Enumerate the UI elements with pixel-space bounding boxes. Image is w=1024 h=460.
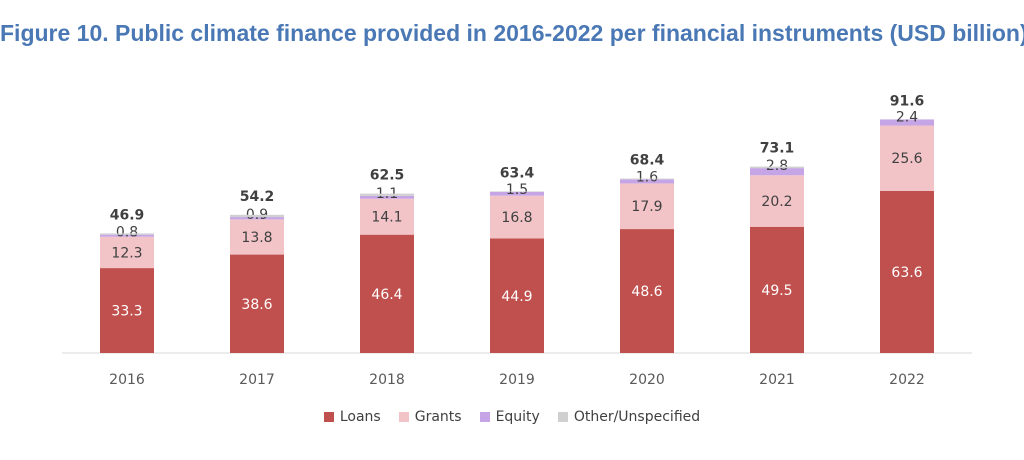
- bar-loans-2018[interactable]: [360, 234, 414, 353]
- total-label-2016: 46.9: [110, 207, 145, 223]
- data-label-equity-2016: 0.8: [116, 225, 138, 241]
- x-tick-label-2017: 2017: [239, 372, 275, 388]
- bar-equity-2018[interactable]: [360, 195, 414, 199]
- bar-grants-2016[interactable]: [100, 236, 154, 269]
- x-tick-label-2019: 2019: [499, 372, 535, 388]
- bar-loans-2022[interactable]: [880, 190, 934, 353]
- data-label-loans-2022: 63.6: [891, 265, 922, 281]
- chart-legend: Loans Grants Equity Other/Unspecified: [0, 409, 1024, 425]
- data-label-grants-2020: 17.9: [631, 199, 662, 215]
- bar-loans-2016[interactable]: [100, 268, 154, 353]
- bar-equity-2020[interactable]: [620, 179, 674, 184]
- bar-grants-2017[interactable]: [230, 219, 284, 255]
- data-label-loans-2016: 33.3: [111, 304, 142, 320]
- legend-label-loans: Loans: [339, 409, 381, 425]
- data-label-loans-2017: 38.6: [241, 297, 272, 313]
- total-label-2022: 91.6: [890, 93, 925, 109]
- bar-grants-2022[interactable]: [880, 125, 934, 191]
- data-label-equity-2022: 2.4: [896, 109, 918, 125]
- data-label-grants-2022: 25.6: [891, 151, 922, 167]
- legend-swatch-equity: [479, 412, 490, 422]
- bar-loans-2020[interactable]: [620, 229, 674, 353]
- data-label-grants-2017: 13.8: [241, 230, 272, 246]
- bar-other-2018[interactable]: [360, 193, 414, 196]
- data-label-loans-2021: 49.5: [761, 283, 792, 299]
- bar-grants-2018[interactable]: [360, 198, 414, 235]
- bar-other-2020[interactable]: [620, 178, 674, 180]
- x-tick-label-2022: 2022: [889, 372, 925, 388]
- data-label-grants-2016: 12.3: [111, 245, 142, 261]
- data-label-grants-2021: 20.2: [761, 194, 792, 210]
- bar-other-2017[interactable]: [230, 214, 284, 218]
- data-label-grants-2019: 16.8: [501, 210, 532, 226]
- data-label-equity-2019: 1.5: [506, 182, 528, 198]
- x-tick-label-2018: 2018: [369, 372, 405, 388]
- data-label-grants-2018: 14.1: [371, 210, 402, 226]
- bar-other-2021[interactable]: [750, 166, 804, 169]
- legend-item-other: Other/Unspecified: [557, 409, 701, 425]
- bar-grants-2020[interactable]: [620, 183, 674, 230]
- legend-item-grants: Grants: [398, 409, 462, 425]
- bar-equity-2017[interactable]: [230, 217, 284, 220]
- bar-equity-2016[interactable]: [100, 234, 154, 237]
- bar-loans-2017[interactable]: [230, 254, 284, 353]
- x-tick-label-2021: 2021: [759, 372, 795, 388]
- legend-swatch-other: [557, 412, 568, 422]
- bar-other-2019[interactable]: [490, 191, 544, 192]
- bar-equity-2021[interactable]: [750, 168, 804, 176]
- data-label-equity-2021: 2.8: [766, 158, 788, 174]
- data-label-loans-2019: 44.9: [501, 289, 532, 305]
- bar-grants-2021[interactable]: [750, 175, 804, 227]
- data-label-equity-2020: 1.6: [636, 169, 658, 185]
- bar-equity-2019[interactable]: [490, 191, 544, 196]
- data-label-loans-2020: 48.6: [631, 284, 662, 300]
- legend-item-loans: Loans: [323, 409, 381, 425]
- bar-loans-2019[interactable]: [490, 238, 544, 353]
- total-label-2021: 73.1: [760, 141, 795, 157]
- legend-label-equity: Equity: [495, 409, 540, 425]
- bar-other-2016[interactable]: [100, 233, 154, 235]
- total-label-2018: 62.5: [370, 168, 405, 184]
- total-label-2019: 63.4: [500, 165, 535, 181]
- legend-item-equity: Equity: [479, 409, 540, 425]
- x-tick-label-2016: 2016: [109, 372, 145, 388]
- chart-title: Figure 10. Public climate finance provid…: [0, 20, 1024, 46]
- total-label-2017: 54.2: [240, 189, 275, 205]
- bar-grants-2019[interactable]: [490, 195, 544, 239]
- data-label-loans-2018: 46.4: [371, 287, 402, 303]
- bar-loans-2021[interactable]: [750, 226, 804, 353]
- x-tick-label-2020: 2020: [629, 372, 665, 388]
- legend-label-other: Other/Unspecified: [573, 409, 701, 425]
- legend-swatch-grants: [398, 412, 409, 422]
- legend-swatch-loans: [323, 412, 334, 422]
- total-label-2020: 68.4: [630, 153, 665, 169]
- bar-equity-2022[interactable]: [880, 119, 934, 126]
- legend-label-grants: Grants: [414, 409, 462, 425]
